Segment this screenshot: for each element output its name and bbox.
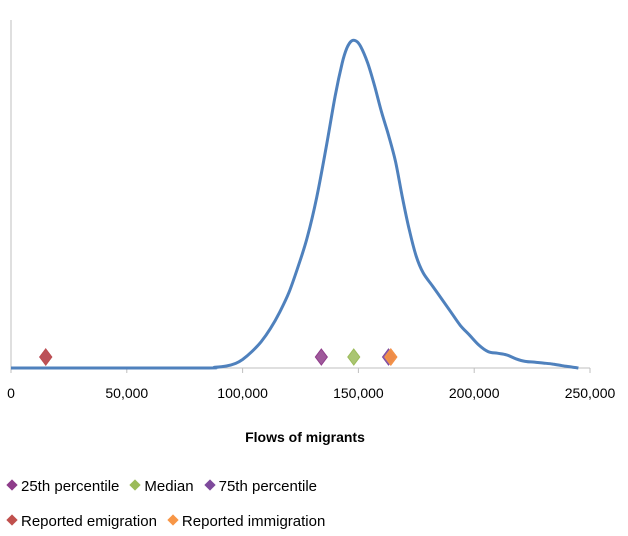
legend-row-1: 25th percentile Median 75th percentile <box>6 478 329 495</box>
marker-reported-immigration-0 <box>384 348 398 366</box>
legend-item-reported-emigration: Reported emigration <box>6 513 157 530</box>
legend-item-median: Median <box>129 478 194 495</box>
x-tick-labels: 0 50,000 100,000 150,000 200,000 250,000 <box>7 385 615 401</box>
x-tick-label-0: 0 <box>7 385 15 401</box>
legend-item-reported-immigration: Reported immigration <box>167 513 326 530</box>
density-curve <box>10 38 579 370</box>
marker-25th-percentile-1 <box>314 348 328 366</box>
x-tick-label-1: 50,000 <box>105 385 148 401</box>
percentile-markers <box>39 348 398 366</box>
legend-row-2: Reported emigration Reported immigration <box>6 513 337 530</box>
legend-label: 25th percentile <box>21 478 120 495</box>
legend-marker-icon <box>6 514 18 526</box>
legend-item-25th-percentile: 25th percentile <box>6 478 120 495</box>
legend-item-75th-percentile: 75th percentile <box>203 478 318 495</box>
legend-marker-icon <box>129 479 142 491</box>
x-tick-label-4: 200,000 <box>449 385 500 401</box>
marker-median-0 <box>347 348 361 366</box>
x-axis-title: Flows of migrants <box>245 429 365 445</box>
legend-label: 75th percentile <box>218 478 318 495</box>
x-tick-label-2: 100,000 <box>217 385 268 401</box>
x-tick-label-5: 250,000 <box>565 385 616 401</box>
legend-label: Reported emigration <box>21 513 157 530</box>
legend-marker-icon <box>167 514 179 526</box>
x-tick-label-3: 150,000 <box>333 385 384 401</box>
legend-marker-icon <box>203 479 216 491</box>
marker-reported-emigration-0 <box>39 348 53 366</box>
legend-label: Reported immigration <box>181 513 326 530</box>
legend-label: Median <box>144 478 194 495</box>
legend-marker-icon <box>6 479 18 491</box>
